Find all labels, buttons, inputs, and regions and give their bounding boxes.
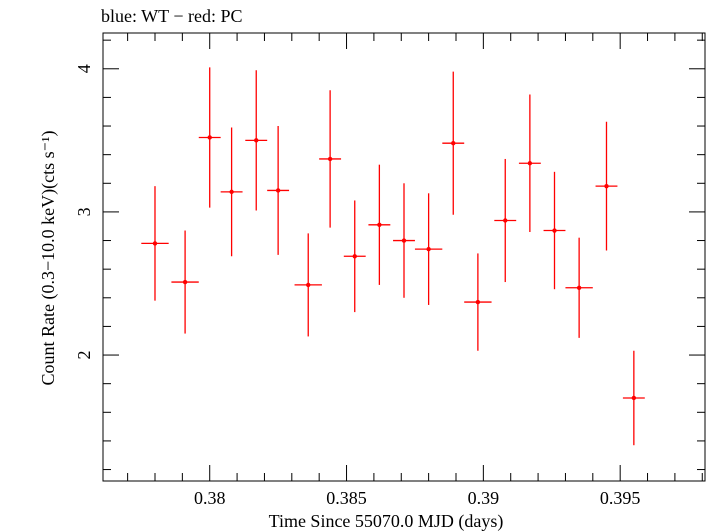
- y-axis: 2 3 4: [74, 39, 705, 471]
- data-point: [518, 94, 541, 232]
- data-point: [294, 233, 322, 337]
- data-marker: [576, 285, 582, 290]
- data-point: [442, 71, 465, 215]
- data-point: [393, 183, 415, 298]
- data-point: [319, 90, 342, 228]
- data-marker: [327, 156, 333, 162]
- data-marker: [552, 228, 557, 233]
- data-marker: [229, 189, 234, 195]
- data-marker: [527, 161, 533, 166]
- y-tick-label: 2: [74, 351, 94, 360]
- x-tick-label: 0.385: [326, 488, 367, 508]
- data-marker: [207, 135, 212, 140]
- y-tick-label: 3: [74, 207, 94, 216]
- chart-title: blue: WT − red: PC: [101, 6, 242, 26]
- data-marker: [182, 279, 188, 285]
- data-point: [622, 350, 645, 446]
- data-points: [141, 67, 645, 446]
- data-point: [565, 237, 593, 338]
- data-point: [414, 193, 443, 305]
- data-marker: [377, 222, 382, 227]
- x-tick-label: 0.395: [600, 488, 641, 508]
- x-tick-label: 0.38: [194, 488, 226, 508]
- data-point: [198, 67, 221, 208]
- data-point: [543, 171, 566, 290]
- y-tick-label: 4: [74, 64, 94, 73]
- data-point: [267, 126, 290, 255]
- x-tick-label: 0.39: [468, 488, 500, 508]
- x-axis: 0.38 0.385 0.39 0.395: [127, 33, 703, 508]
- data-marker: [503, 218, 508, 223]
- data-point: [141, 186, 169, 301]
- x-axis-label: Time Since 55070.0 MJD (days): [269, 511, 504, 532]
- data-point: [595, 121, 618, 251]
- data-point: [343, 200, 366, 313]
- data-marker: [426, 246, 431, 252]
- data-point: [245, 70, 268, 211]
- y-axis-label: Count Rate (0.3−10.0 keV)(cts s⁻¹): [38, 130, 59, 385]
- data-marker: [475, 299, 481, 305]
- data-point: [464, 253, 492, 351]
- data-marker: [352, 254, 357, 259]
- data-point: [494, 158, 517, 283]
- data-point: [220, 127, 243, 257]
- data-marker: [631, 395, 637, 401]
- data-marker: [306, 282, 311, 288]
- data-marker: [604, 183, 609, 189]
- data-point: [368, 164, 391, 285]
- data-marker: [275, 188, 281, 193]
- data-point: [171, 230, 199, 334]
- data-marker: [152, 241, 158, 246]
- data-marker: [451, 141, 456, 146]
- data-marker: [401, 238, 407, 243]
- plot-frame: [102, 32, 706, 482]
- data-marker: [254, 138, 259, 143]
